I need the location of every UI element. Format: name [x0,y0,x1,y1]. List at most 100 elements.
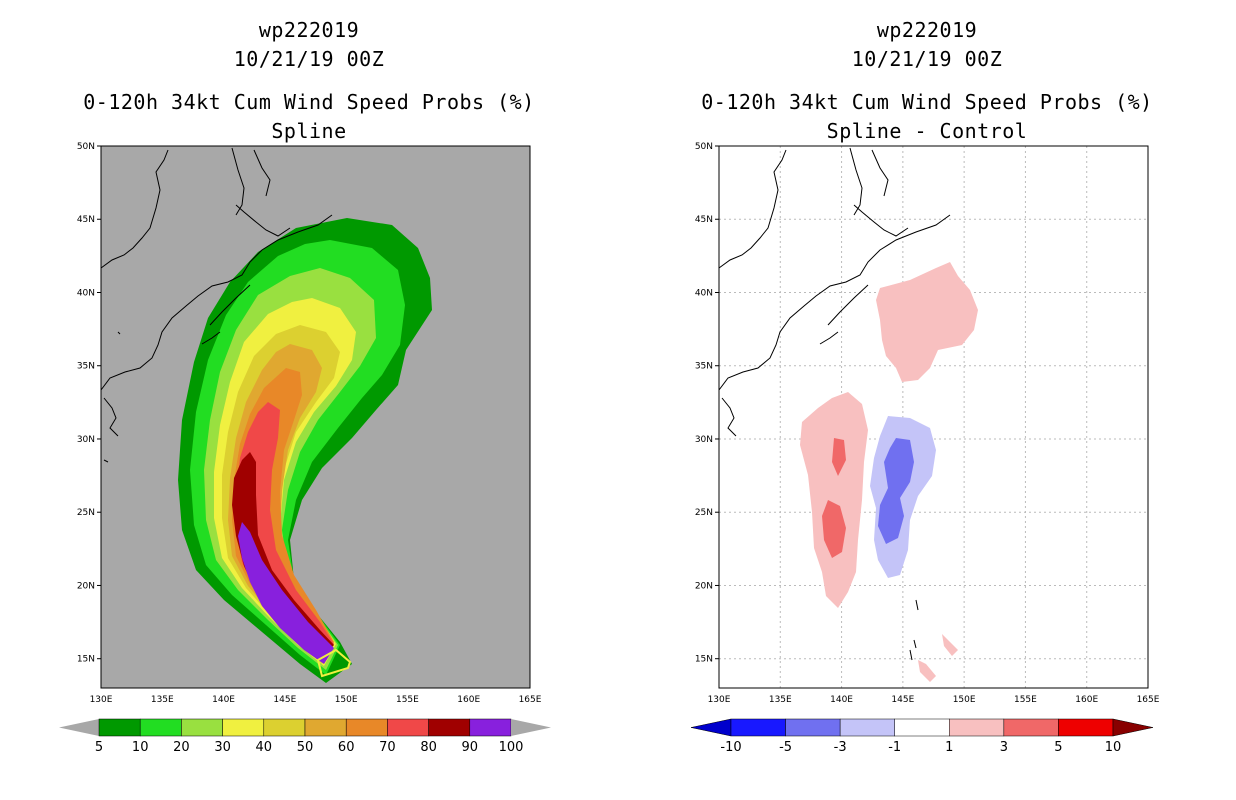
wind-probability-contours [178,218,432,683]
colorbar-arrow-high [1112,718,1154,737]
x-tick-label: 160E [457,695,480,705]
x-tick-label: 155E [1014,695,1037,705]
colorbar-label: 3 [1000,740,1008,755]
colorbar-label: 30 [214,740,231,755]
colorbar-label: -10 [720,740,741,755]
y-tick-label: 20N [77,581,95,591]
x-tick-label: 135E [151,695,174,705]
x-tick-label: 130E [90,695,113,705]
positive-south-1 [942,634,958,656]
y-tick-label: 15N [695,655,713,665]
colorbar-segment [949,718,1005,737]
colorbar-label: 60 [338,740,355,755]
y-tick-label: 50N [77,142,95,152]
colorbar-label: 5 [95,740,103,755]
map-frame [100,145,531,689]
left-chart-subtitle: Spline [271,119,347,143]
y-tick-label: 30N [695,435,713,445]
colorbar-label: 20 [173,740,190,755]
x-tick-label: 140E [212,695,235,705]
x-tick-label: 145E [891,695,914,705]
colorbar-segment [469,718,512,737]
difference-colorbar: -10 -5 -3 -1 1 3 5 10 [690,718,1154,755]
x-tick-label: 155E [396,695,419,705]
y-tick-label: 15N [77,655,95,665]
y-tick-label: 25N [77,508,95,518]
y-tick-label: 50N [695,142,713,152]
x-tick-label: 150E [953,695,976,705]
left-map-plot: 130E 135E 140E 145E 150E 155E 160E 165E 50N 45N 40… [59,142,551,755]
x-tick-label: 140E [830,695,853,705]
colorbar-segment [181,718,223,737]
positive-north-blob [876,262,978,382]
axis-ticks: 130E 135E 140E 145E 150E 155E 160E 165E 50N 45N 40… [695,142,1160,705]
right-map-plot: 130E 135E 140E 145E 150E 155E 160E 165E 50N 45N 40… [690,142,1160,755]
right-chart-subtitle: Spline - Control [826,119,1028,143]
x-tick-label: 160E [1075,695,1098,705]
map-frame [718,145,1149,689]
colorbar-segment [1003,718,1059,737]
colorbar-arrow-low [59,719,99,736]
colorbar-label: -5 [779,740,792,755]
map-background [719,146,1148,688]
colorbar-segment [894,718,950,737]
y-tick-label: 35N [77,362,95,372]
positive-west-3b [822,500,846,558]
colorbar-label: 10 [132,740,149,755]
coastline [718,147,951,661]
colorbar-label: 1 [945,740,953,755]
right-chart-panel: wp222019 10/21/19 00Z 0-120h 34kt Cum Wi… [618,0,1236,800]
colorbar-label: 80 [420,740,437,755]
y-tick-label: 30N [77,435,95,445]
coastline [100,147,333,463]
colorbar-segment [98,718,141,737]
x-tick-label: 150E [335,695,358,705]
colorbar-label: 90 [462,740,479,755]
left-datetime: 10/21/19 00Z [233,47,385,71]
x-tick-label: 145E [273,695,296,705]
axis-ticks: 130E 135E 140E 145E 150E 155E 160E 165E 50N 45N 40… [77,142,542,705]
left-chart-title: 0-120h 34kt Cum Wind Speed Probs (%) [83,90,535,114]
colorbar-segment [839,718,895,737]
colorbar-segment [304,718,347,737]
right-storm-id: wp222019 [876,18,978,42]
x-tick-label: 130E [708,695,731,705]
y-tick-label: 45N [77,215,95,225]
y-tick-label: 25N [695,508,713,518]
contour-90 [238,522,334,664]
y-tick-label: 20N [695,581,713,591]
left-chart-panel: wp222019 10/21/19 00Z 0-120h 34kt Cum Wi… [59,18,551,755]
y-tick-label: 40N [77,288,95,298]
colorbar-segment [263,718,306,737]
colorbar-label: 100 [499,740,524,755]
colorbar-label: -3 [834,740,847,755]
x-tick-label: 165E [519,695,542,705]
right-chart-title: 0-120h 34kt Cum Wind Speed Probs (%) [701,90,1153,114]
colorbar-segment [428,718,471,737]
y-tick-label: 45N [695,215,713,225]
colorbar-segment [345,718,388,737]
positive-west-blob [800,392,868,608]
probability-colorbar: 5 10 20 30 40 50 60 70 80 90 100 [59,718,551,755]
y-tick-label: 40N [695,288,713,298]
colorbar-arrow-low [690,718,732,737]
colorbar-label: -1 [888,740,901,755]
colorbar-label: 70 [379,740,396,755]
y-tick-label: 35N [695,362,713,372]
colorbar-segment [222,718,265,737]
left-storm-id: wp222019 [258,18,360,42]
colorbar-segment [1058,718,1114,737]
difference-contours [800,262,978,682]
colorbar-label: 5 [1054,740,1062,755]
positive-west-3 [832,438,846,476]
negative-3 [878,438,914,544]
colorbar-label: 50 [297,740,314,755]
x-tick-label: 165E [1137,695,1160,705]
colorbar-segment [785,718,841,737]
colorbar-segment [387,718,429,737]
colorbar-label: 40 [256,740,273,755]
x-tick-label: 135E [769,695,792,705]
positive-south-2 [918,660,936,682]
contour-100-edge [316,648,352,678]
colorbar-segment [139,718,182,737]
